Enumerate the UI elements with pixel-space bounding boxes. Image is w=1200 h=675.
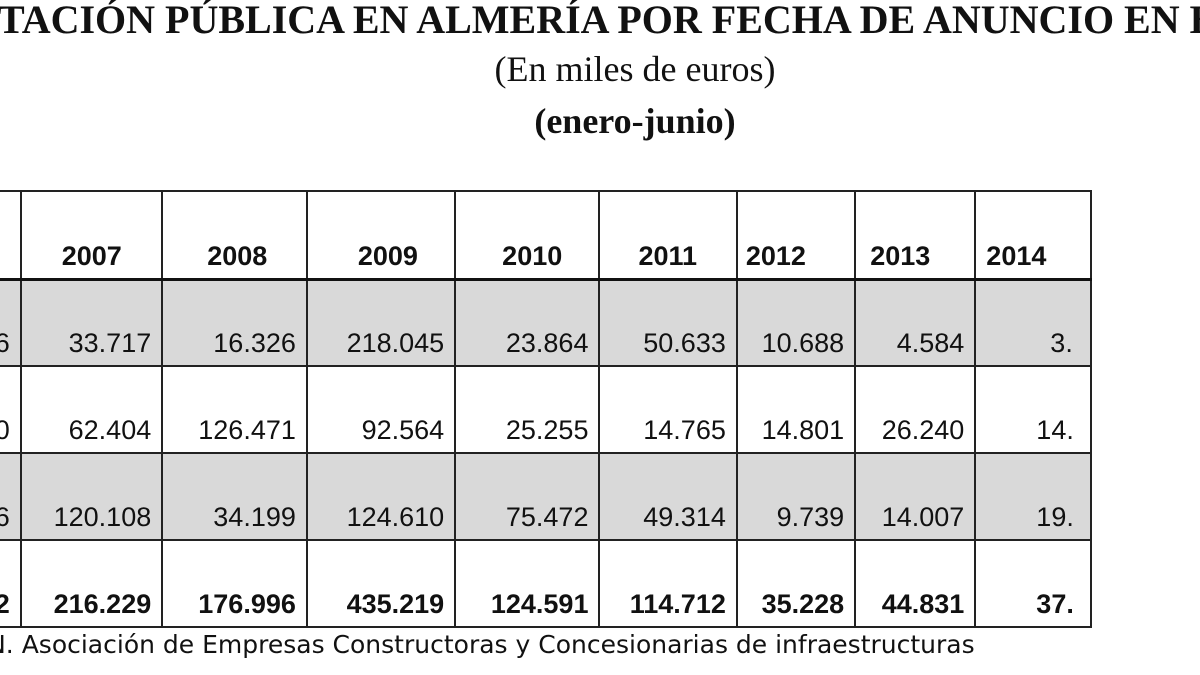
year-header: 2012 bbox=[735, 190, 857, 281]
total-cell: 35.228 bbox=[735, 539, 857, 628]
total-cell: 37. bbox=[974, 539, 1092, 628]
cell: 14.765 bbox=[598, 365, 738, 454]
cell: 126.471 bbox=[161, 365, 308, 454]
cell: 120.108 bbox=[19, 452, 164, 541]
cell: 124.610 bbox=[305, 452, 457, 541]
cell: 290 bbox=[0, 365, 22, 454]
cell: 14. bbox=[974, 365, 1092, 454]
cell: 846 bbox=[0, 278, 22, 367]
cell: 19. bbox=[974, 452, 1092, 541]
total-cell: 124.591 bbox=[454, 539, 601, 628]
total-cell: 114.712 bbox=[598, 539, 738, 628]
total-cell: 62 bbox=[0, 539, 22, 628]
year-header: 2008 bbox=[161, 190, 308, 281]
year-header: 2007 bbox=[19, 190, 164, 281]
year-header: 2014 bbox=[974, 190, 1092, 281]
total-row: 62 216.229 176.996 435.219 124.591 114.7… bbox=[0, 539, 1092, 628]
year-header: 2009 bbox=[305, 190, 457, 281]
year-header: 6 bbox=[0, 190, 22, 281]
cell: 23.864 bbox=[454, 278, 601, 367]
header-row: 6 2007 2008 2009 2010 2011 2012 2013 201… bbox=[0, 190, 1092, 281]
cell: 34.199 bbox=[161, 452, 308, 541]
cell: 9.739 bbox=[735, 452, 857, 541]
cell: 14.801 bbox=[735, 365, 857, 454]
cell: 92.564 bbox=[305, 365, 457, 454]
cell: 62.404 bbox=[19, 365, 164, 454]
cell: 16.326 bbox=[161, 278, 308, 367]
cell: 26.240 bbox=[854, 365, 977, 454]
total-cell: 176.996 bbox=[161, 539, 308, 628]
total-cell: 435.219 bbox=[305, 539, 457, 628]
cell: 14.007 bbox=[854, 452, 977, 541]
table-title-text: TACIÓN PÚBLICA EN ALMERÍA POR FECHA DE A… bbox=[0, 0, 1200, 42]
table-row: 290 62.404 126.471 92.564 25.255 14.765 … bbox=[0, 365, 1092, 454]
source-note: AN. Asociación de Empresas Constructoras… bbox=[0, 630, 975, 659]
cell: 4.584 bbox=[854, 278, 977, 367]
cell: 218.045 bbox=[305, 278, 457, 367]
total-cell: 44.831 bbox=[854, 539, 977, 628]
table-subtitle-units: (En miles de euros) bbox=[494, 49, 776, 89]
table-row: 846 33.717 16.326 218.045 23.864 50.633 … bbox=[0, 278, 1092, 367]
table-subtitle-period: (enero-junio) bbox=[534, 101, 736, 141]
cell: 25.255 bbox=[454, 365, 601, 454]
table-row: 726 120.108 34.199 124.610 75.472 49.314… bbox=[0, 452, 1092, 541]
cell: 50.633 bbox=[598, 278, 738, 367]
cell: 3. bbox=[974, 278, 1092, 367]
total-cell: 216.229 bbox=[19, 539, 164, 628]
cell: 10.688 bbox=[735, 278, 857, 367]
tender-table: 6 2007 2008 2009 2010 2011 2012 2013 201… bbox=[0, 190, 1092, 628]
cell: 726 bbox=[0, 452, 22, 541]
year-header: 2011 bbox=[598, 190, 738, 281]
year-header: 2010 bbox=[454, 190, 601, 281]
cell: 49.314 bbox=[598, 452, 738, 541]
cell: 75.472 bbox=[454, 452, 601, 541]
year-header: 2013 bbox=[854, 190, 977, 281]
cell: 33.717 bbox=[19, 278, 164, 367]
